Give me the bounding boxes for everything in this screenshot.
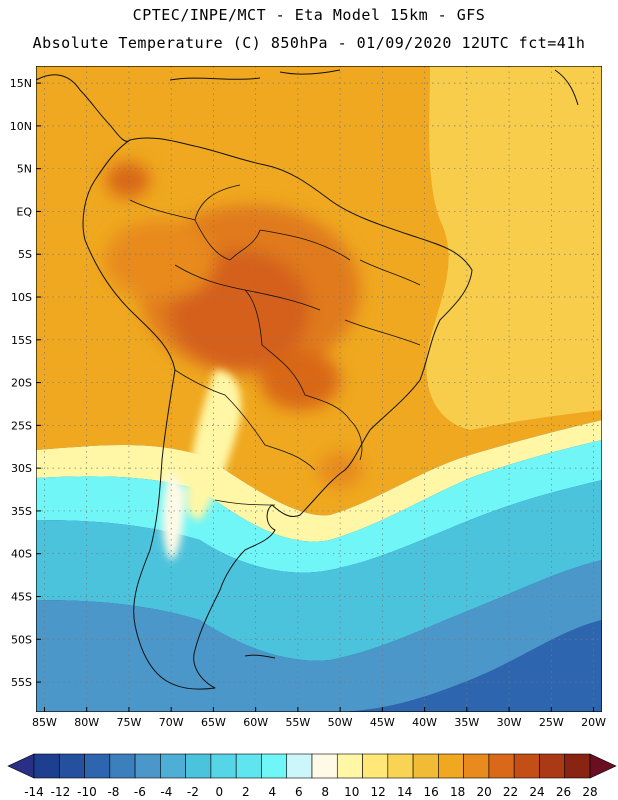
colorbar-label: 10 [344, 785, 359, 799]
lon-label: 65W [201, 716, 226, 729]
colorbar-swatch [336, 753, 363, 779]
lon-label: 85W [32, 716, 57, 729]
colorbar-swatch [109, 753, 136, 779]
colorbar-low-arrow [7, 753, 35, 779]
colorbar-label: -12 [51, 785, 71, 799]
lon-label: 30W [497, 716, 522, 729]
colorbar-swatch [488, 753, 515, 779]
colorbar-label: 4 [268, 785, 276, 799]
colorbar-label: -2 [187, 785, 199, 799]
colorbar-swatch [387, 753, 414, 779]
colorbar-label: -6 [134, 785, 146, 799]
caribbean-islands [169, 69, 579, 106]
colorbar-swatch [210, 753, 237, 779]
lat-label: 25S [11, 419, 32, 432]
lat-label: 10N [10, 120, 32, 133]
field-band-coldest [330, 620, 602, 712]
field-band-cold [36, 480, 602, 661]
lat-label: 15S [11, 334, 32, 347]
coastlines [36, 69, 579, 690]
lon-label: 35W [454, 716, 479, 729]
colorbar-swatch [185, 753, 212, 779]
colorbar-label: 14 [397, 785, 412, 799]
map-title-line2: Absolute Temperature (C) 850hPa - 01/09/… [32, 34, 586, 52]
lon-label: 50W [328, 716, 353, 729]
lat-label: 35S [11, 505, 32, 518]
colorbar-swatch [160, 753, 186, 779]
andes-cool-strip [162, 370, 242, 560]
central-america-outline [36, 74, 131, 142]
colorbar-labels: -14 -12 -10 -8 -6 -4 -2 0 2 4 6 8 10 12 14 16 18 20 22 24 26… [24, 785, 597, 799]
lat-label: 50S [11, 633, 32, 646]
lat-label: 5N [17, 163, 32, 176]
colorbar-label: 22 [503, 785, 518, 799]
colorbar-swatch [438, 753, 464, 779]
colorbar-label: -10 [77, 785, 97, 799]
colorbar-label: 12 [371, 785, 386, 799]
colorbar-swatch [261, 753, 288, 779]
colorbar-label: 2 [242, 785, 250, 799]
latitude-labels: 15N 10N 5N EQ 5S 10S 15S 20S 25S 30S 35S 40S 45S 50S 5… [10, 77, 41, 689]
south-america-outline [82, 137, 473, 690]
lat-label: 55S [11, 676, 32, 689]
longitude-labels: 85W 80W 75W 70W 65W 60W 55W 50W 45W 40W 35W 30W 25W 2… [32, 707, 606, 729]
colorbar-label: 20 [476, 785, 491, 799]
field-band-colder [36, 560, 602, 712]
colorbar-swatch [311, 753, 338, 779]
internal-borders [129, 184, 421, 506]
lon-label: 45W [370, 716, 395, 729]
colorbar-swatch [134, 753, 161, 779]
colorbar-label: 8 [321, 785, 329, 799]
colorbar-label: -4 [160, 785, 172, 799]
colorbar-swatch [564, 753, 591, 779]
colorbar-label: 18 [450, 785, 465, 799]
lat-label: EQ [16, 205, 32, 218]
field-band-yellow [426, 66, 602, 430]
lon-label: 75W [116, 716, 141, 729]
colorbar-swatch [539, 753, 566, 779]
colorbar-label: 0 [216, 785, 224, 799]
lon-label: 60W [243, 716, 268, 729]
field-band-front [36, 440, 602, 573]
map-title-line1: CPTEC/INPE/MCT - Eta Model 15km - GFS [132, 6, 486, 24]
colorbar-label: 6 [295, 785, 303, 799]
lon-label: 40W [412, 716, 437, 729]
lat-label: 40S [11, 548, 32, 561]
lat-label: 20S [11, 377, 32, 390]
lon-label: 80W [74, 716, 99, 729]
falkland-islands [244, 654, 276, 659]
lat-label: 10S [11, 291, 32, 304]
lat-label: 45S [11, 590, 32, 603]
colorbar-swatch [286, 753, 313, 779]
field-band-cool [36, 420, 602, 542]
colorbar-label: -8 [107, 785, 119, 799]
colorbar-swatch [33, 753, 60, 779]
lat-label: 15N [10, 77, 32, 90]
colorbar-label: 24 [529, 785, 544, 799]
lon-label: 25W [539, 716, 564, 729]
hot-core [105, 162, 362, 488]
colorbar-swatch [513, 753, 540, 779]
lat-label: 5S [18, 248, 32, 261]
colorbar [7, 753, 617, 779]
lon-label: 55W [285, 716, 310, 729]
lat-label: 30S [11, 462, 32, 475]
colorbar-label: 28 [582, 785, 597, 799]
colorbar-label: 26 [556, 785, 571, 799]
temperature-field [36, 66, 602, 712]
colorbar-swatch [58, 753, 85, 779]
lon-label: 70W [159, 716, 184, 729]
lat-lon-grid [36, 66, 602, 712]
colorbar-high-arrow [589, 753, 617, 779]
colorbar-swatch [412, 753, 439, 779]
colorbar-swatch [463, 753, 490, 779]
colorbar-label: -14 [24, 785, 44, 799]
lon-label: 20W [581, 716, 606, 729]
colorbar-label: 16 [424, 785, 439, 799]
colorbar-swatch [84, 753, 111, 779]
colorbar-swatch [235, 753, 262, 779]
colorbar-swatch [362, 753, 389, 779]
